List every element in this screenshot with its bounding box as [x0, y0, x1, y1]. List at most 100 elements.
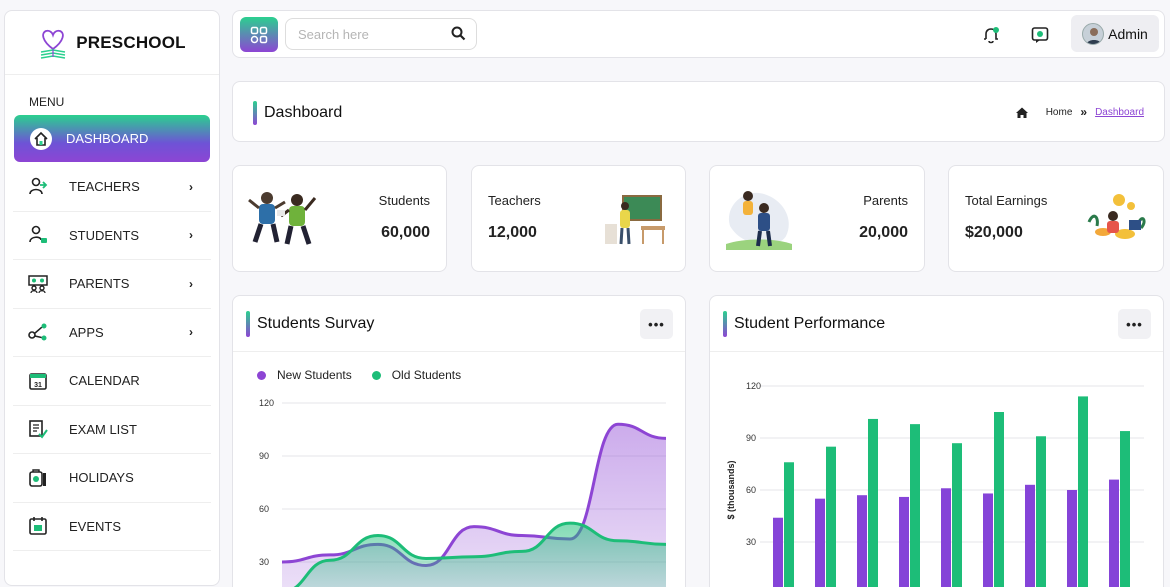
bar-series-1[interactable] [1109, 479, 1119, 587]
stat-label: Teachers [488, 193, 541, 208]
legend-swatch [257, 371, 266, 380]
message-icon[interactable] [1030, 25, 1050, 45]
panel-header: Students Survay ••• [233, 296, 685, 352]
y-tick-label: 120 [259, 398, 274, 408]
student-performance-chart: 30 60 90 120 $ (thousands) [726, 381, 1144, 587]
breadcrumb-home[interactable]: Home [1045, 106, 1073, 118]
home-icon [30, 127, 52, 150]
brand-logo[interactable]: PRESCHOOL [5, 11, 219, 75]
y-tick-label: 30 [746, 537, 756, 547]
sidebar-item-label: CALENDAR [69, 373, 140, 389]
student-icon [27, 224, 49, 246]
bar-series-2[interactable] [952, 443, 962, 587]
bar-series-2[interactable] [868, 418, 878, 587]
student-performance-panel: Student Performance ••• 30 60 90 120 $ (thou… [709, 295, 1164, 587]
legend-swatch [371, 371, 381, 380]
sidebar-item-events[interactable]: EVENTS [13, 503, 211, 551]
series-line[interactable] [282, 521, 667, 587]
students-survey-chart: 30 60 90 120 [259, 398, 667, 587]
y-tick-label: 30 [259, 557, 269, 567]
sidebar-item-dashboard[interactable]: DASHBOARD [14, 115, 210, 162]
chevron-right-icon: › [189, 325, 193, 340]
search-icon[interactable] [451, 26, 466, 41]
sidebar-item-label: PARENTS [69, 276, 130, 292]
bar-series-1[interactable] [1025, 484, 1035, 587]
notification-bell-icon[interactable] [981, 25, 1001, 45]
apps-grid-button[interactable] [240, 17, 278, 52]
sidebar-item-teachers[interactable]: TEACHERS › [13, 163, 211, 212]
chart-legend: New Students Old Students [257, 368, 461, 382]
panel-title: Students Survay [257, 315, 375, 332]
parents-icon [27, 273, 49, 295]
topbar: Admin [232, 10, 1165, 58]
sidebar-item-calendar[interactable]: 31 CALENDAR [13, 357, 211, 406]
share-icon [27, 321, 49, 343]
y-axis-label: $ (thousands) [726, 460, 736, 519]
bar-series-1[interactable] [941, 488, 951, 587]
sidebar-item-parents[interactable]: PARENTS › [13, 260, 211, 309]
sidebar-item-label: TEACHERS [69, 179, 140, 195]
y-tick-label: 90 [746, 433, 756, 443]
sidebar-item-label: EVENTS [69, 518, 122, 534]
bar-series-1[interactable] [773, 517, 783, 587]
title-accent [246, 311, 250, 337]
bar-series-2[interactable] [910, 424, 920, 587]
stat-value: 20,000 [859, 224, 908, 241]
sidebar-item-students[interactable]: STUDENTS › [13, 212, 211, 260]
stat-value: $20,000 [965, 224, 1023, 241]
more-options-button[interactable]: ••• [640, 309, 673, 339]
y-tick-label: 120 [746, 381, 761, 391]
bar-series-2[interactable] [784, 462, 794, 587]
sidebar-item-label: HOLIDAYS [69, 470, 134, 486]
search-input[interactable] [286, 26, 436, 42]
legend-label: New Students [277, 368, 352, 382]
heart-book-icon [41, 29, 66, 59]
parents-illustration [726, 191, 792, 250]
legend-item[interactable]: New Students [257, 368, 352, 382]
panel-header: Student Performance ••• [710, 296, 1163, 352]
chevron-right-icon: › [189, 228, 193, 243]
bar-series-1[interactable] [815, 498, 825, 587]
y-tick-label: 60 [259, 504, 269, 514]
students-survey-panel: Students Survay ••• New Students Old Stu… [232, 295, 686, 587]
sidebar-item-label: APPS [69, 324, 104, 340]
teachers-illustration [605, 195, 665, 245]
user-menu[interactable]: Admin [1071, 15, 1159, 52]
stat-card-students: Students 60,000 [232, 165, 447, 272]
bar-series-2[interactable] [826, 446, 836, 587]
exam-list-icon [27, 418, 49, 440]
bar-series-2[interactable] [1120, 431, 1130, 587]
stat-card-teachers: Teachers 12,000 [471, 165, 686, 272]
menu-title: MENU [29, 95, 65, 109]
bar-series-1[interactable] [899, 496, 909, 587]
stat-label: Parents [863, 193, 908, 208]
holiday-icon [27, 467, 49, 489]
more-options-button[interactable]: ••• [1118, 309, 1151, 339]
bar-series-2[interactable] [1036, 436, 1046, 587]
legend-label: Old Students [391, 368, 462, 382]
series-area [296, 523, 666, 587]
sidebar: PRESCHOOL MENU DASHBOARD TEACHERS › STUD… [4, 10, 220, 586]
sidebar-item-holidays[interactable]: HOLIDAYS [13, 454, 211, 503]
grid-icon [250, 26, 268, 43]
title-accent [253, 101, 257, 125]
bar-series-1[interactable] [1067, 490, 1077, 587]
breadcrumb-current[interactable]: Dashboard [1095, 106, 1144, 118]
sidebar-item-exam-list[interactable]: EXAM LIST [13, 406, 211, 454]
stat-label: Students [378, 193, 430, 208]
bar-series-2[interactable] [994, 412, 1004, 587]
bar-series-1[interactable] [857, 495, 867, 587]
legend-item[interactable]: Old Students [371, 368, 462, 382]
home-icon[interactable] [1015, 107, 1028, 118]
chevron-right-icon: › [189, 276, 193, 291]
bar-series-1[interactable] [983, 493, 993, 587]
page-header: Dashboard Home » Dashboard [232, 81, 1165, 142]
sidebar-item-label: EXAM LIST [69, 421, 137, 437]
breadcrumb-separator: » [1080, 105, 1088, 119]
brand-name: PRESCHOOL [76, 32, 186, 52]
chevron-right-icon: › [189, 179, 193, 194]
search-box [285, 18, 477, 50]
sidebar-item-apps[interactable]: APPS › [13, 309, 211, 357]
bar-series-2[interactable] [1078, 396, 1088, 587]
stat-card-parents: Parents 20,000 [709, 165, 925, 272]
